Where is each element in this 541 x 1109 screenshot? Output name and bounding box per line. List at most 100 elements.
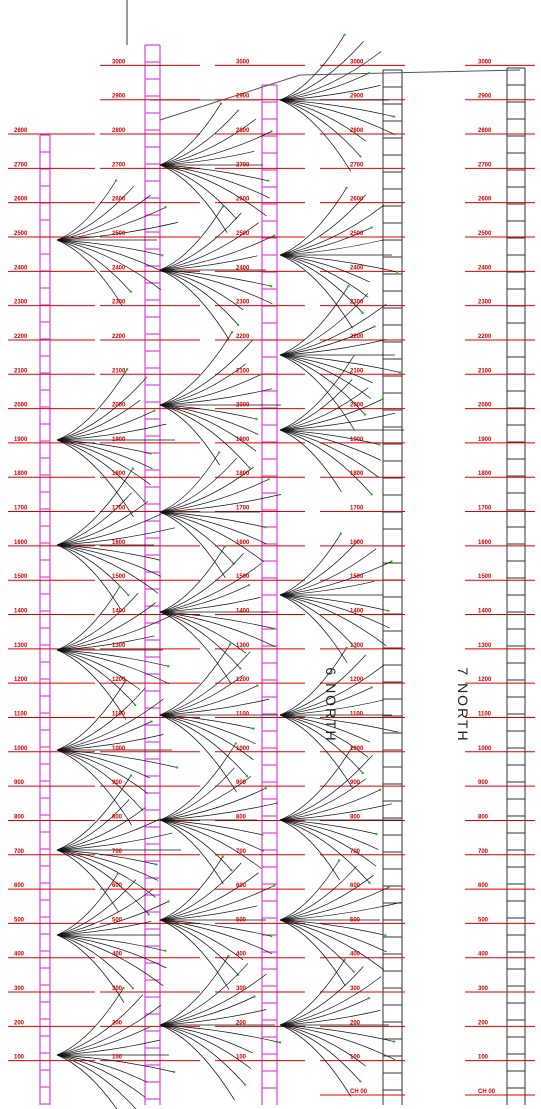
chainage-label: 1300	[236, 643, 250, 649]
drill-line	[57, 935, 163, 986]
drill-line	[57, 240, 164, 272]
collar	[220, 102, 222, 104]
drill-line	[160, 132, 271, 166]
chainage-label: 400	[112, 952, 123, 958]
chainage-label: 2400	[478, 265, 492, 271]
chainage-label: 800	[478, 814, 489, 820]
collar	[264, 526, 266, 528]
drill-line	[280, 595, 390, 628]
chainage-label: 2400	[14, 265, 28, 271]
drill-line	[57, 874, 118, 935]
drill-line	[280, 920, 384, 970]
chainage-label: 2800	[478, 128, 492, 134]
chainage-label: 1800	[350, 471, 364, 477]
chainage-label: 2200	[236, 334, 250, 340]
chainage-label: 400	[350, 952, 361, 958]
chainage-label: 200	[350, 1020, 361, 1026]
drill-line	[57, 850, 119, 912]
chainage-label: 1300	[478, 643, 492, 649]
drawing-lines	[8, 0, 535, 1109]
drill-line	[57, 650, 140, 690]
chainage-label: 2700	[236, 162, 250, 168]
collar	[273, 627, 275, 629]
collar	[371, 686, 373, 688]
drill-line	[57, 1055, 130, 1109]
drill-line	[57, 545, 158, 594]
drill-line	[160, 974, 266, 1025]
drill-line	[160, 564, 261, 613]
drill-line	[160, 512, 267, 544]
chainage-label: 900	[14, 780, 25, 786]
collar	[279, 1041, 281, 1043]
drill-line	[57, 513, 163, 545]
panel-label: 7 NORTH	[455, 667, 471, 742]
drill-line	[280, 100, 366, 141]
drill-line	[160, 920, 243, 960]
chainage-label: 1400	[236, 609, 250, 615]
drill-line	[57, 501, 148, 545]
drill-line	[280, 820, 340, 880]
collar	[164, 206, 166, 208]
drill-line	[160, 165, 236, 218]
collar	[270, 130, 272, 132]
collar	[270, 935, 272, 937]
collar	[393, 1040, 395, 1042]
collar	[132, 467, 134, 469]
drill-line	[160, 119, 256, 165]
chainage-label: 1900	[478, 437, 492, 443]
drill-line	[57, 603, 156, 650]
collar	[382, 398, 384, 400]
drill-line	[280, 861, 339, 921]
collar	[347, 285, 349, 287]
drill-line	[280, 100, 360, 156]
collar	[130, 774, 132, 776]
chainage-label: 300	[350, 986, 361, 992]
chainage-label: 600	[478, 883, 489, 889]
chainage-label: 2300	[350, 300, 364, 306]
drill-line	[280, 595, 386, 646]
drill-line	[280, 255, 368, 297]
chainage-label: 2200	[478, 334, 492, 340]
collar	[230, 869, 232, 871]
chainage-label: 2100	[350, 368, 364, 374]
collar	[362, 312, 364, 314]
collar	[167, 665, 169, 667]
collar	[229, 643, 231, 645]
drill-line	[57, 935, 133, 988]
chainage-label: 1900	[112, 437, 126, 443]
collar	[256, 685, 258, 687]
collar	[267, 180, 269, 182]
collar	[222, 206, 224, 208]
collar	[222, 856, 224, 858]
chainage-label: 2600	[112, 197, 126, 203]
collar	[390, 560, 392, 562]
drill-line	[280, 52, 381, 101]
collar	[231, 331, 233, 333]
drill-line	[160, 547, 225, 612]
chainage-label: 2700	[112, 162, 126, 168]
chainage-label: 1700	[14, 506, 28, 512]
chainage-label: 2800	[112, 128, 126, 134]
chainage-label: 1500	[14, 574, 28, 580]
drill-line	[280, 399, 383, 430]
collar	[167, 900, 169, 902]
chainage-label: 1400	[478, 609, 492, 615]
chainage-label: 1300	[14, 643, 28, 649]
chainage-label: 1800	[14, 471, 28, 477]
collar	[378, 443, 380, 445]
collar	[223, 546, 225, 548]
drill-line	[280, 100, 395, 135]
collar	[173, 1071, 175, 1073]
chainage-label: 1100	[478, 711, 492, 717]
drill-line	[280, 887, 389, 920]
drill-line	[160, 612, 275, 647]
drill-line	[160, 956, 228, 1025]
chainage-label: 2600	[14, 197, 28, 203]
chainage-label: 1000	[350, 746, 364, 752]
chainage-label: 2100	[14, 368, 28, 374]
collar	[122, 987, 124, 989]
collar	[253, 995, 255, 997]
chainage-label: 600	[112, 883, 123, 889]
collar	[345, 187, 347, 189]
collar	[148, 913, 150, 915]
